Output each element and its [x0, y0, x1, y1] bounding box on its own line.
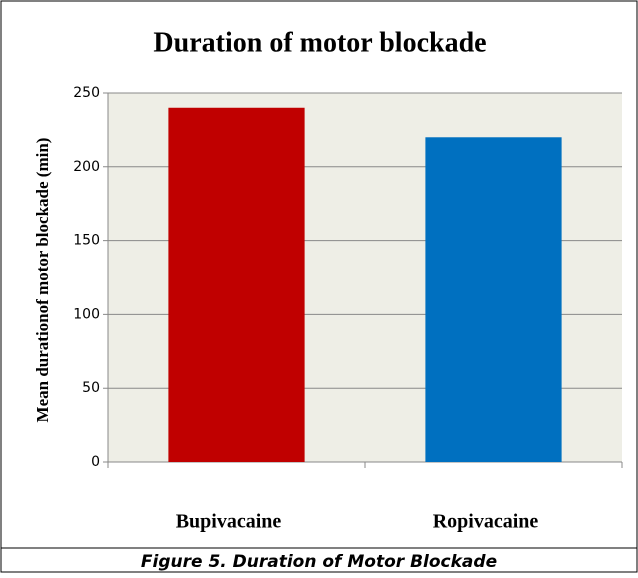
- y-tick-label: 200: [73, 159, 100, 175]
- chart-title: Duration of motor blockade: [153, 27, 486, 58]
- y-tick-label: 150: [73, 233, 100, 249]
- y-tick-label: 50: [82, 380, 100, 396]
- y-axis-label: Mean durationof motor blockade (min): [33, 138, 52, 423]
- bar: [425, 137, 562, 462]
- x-tick-label: Ropivacaine: [433, 511, 539, 533]
- y-tick-label: 100: [73, 306, 100, 322]
- y-tick-label: 250: [73, 85, 100, 101]
- y-tick-label: 0: [91, 454, 100, 470]
- bar: [168, 107, 305, 462]
- x-tick-label: Bupivacaine: [176, 511, 282, 533]
- caption: Figure 5. Duration of Motor Blockade: [141, 552, 497, 572]
